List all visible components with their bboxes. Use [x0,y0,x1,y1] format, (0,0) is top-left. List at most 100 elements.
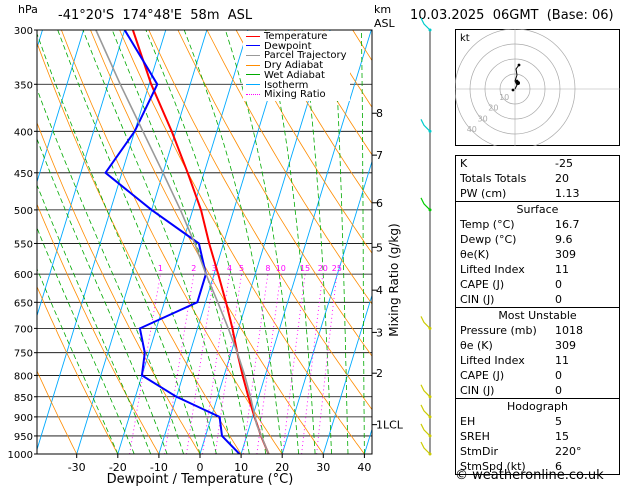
mixing-ratio-line [164,274,195,454]
legend-swatch [246,54,260,56]
most-unstable-section: Most Unstable Pressure (mb) 1018 θe (K) 309… [456,307,619,398]
legend-swatch [246,74,260,76]
index-label: PW (cm) [460,187,507,200]
wet-adiabat [301,30,332,454]
temperature-line [131,30,270,454]
index-label: K [460,157,468,170]
wind-barb [420,197,431,211]
index-row: θe(K) 309 [456,247,619,262]
index-row: SREH 15 [456,429,619,444]
index-label: SREH [460,430,490,443]
index-label: StmSpd (kt) [460,460,526,473]
km-tick-label: 7 [376,149,383,162]
wet-adiabat [183,30,283,454]
index-row: EH 5 [456,414,619,429]
mixing-ratio-line [256,274,282,454]
dry-adiabat [37,285,119,454]
x-tick-label: 40 [357,461,371,474]
index-row: Pressure (mb) 1018 [456,323,619,338]
index-label: CAPE (J) [460,369,505,382]
hodograph-unit: kt [460,33,470,44]
dry-adiabat [235,30,372,254]
index-row: Temp (°C) 16.7 [456,217,619,232]
index-value: 220° [555,445,582,458]
index-value: 11 [555,354,569,367]
index-value: 309 [555,248,576,261]
index-label: CIN (J) [460,293,495,306]
isotherm-line [37,30,167,451]
isotherm-line [37,30,84,184]
index-row: StmSpd (kt) 6 [456,459,619,474]
pressure-tick-label: 800 [14,371,33,382]
wet-adiabat [265,30,316,454]
mixing-ratio-label: 2 [191,264,196,273]
credit-text: © weatheronline.co.uk [455,468,604,483]
wet-adiabat [333,30,349,454]
wet-adiabat [37,87,184,454]
parcel-trajectory-line [95,30,270,454]
isotherm-line [117,30,249,454]
hodograph-ring-label: 20 [488,104,498,113]
mixing-ratio-label: 1 [158,264,163,273]
index-label: θe (K) [460,339,493,352]
mixing-ratio-line [282,274,306,454]
index-value: 5 [555,415,562,428]
km-tick-label: 8 [376,107,383,120]
km-tick-label: 6 [376,197,383,210]
x-tick-label: -10 [150,461,168,474]
section-title: Most Unstable [498,309,577,322]
km-tick-label: 5 [376,241,383,254]
legend-label: Isotherm [264,79,309,91]
index-row: CIN (J) 0 [456,292,619,307]
index-value: 6 [555,460,562,473]
pressure-tick-label: 850 [14,393,33,404]
wind-barb [420,17,431,31]
legend-item: Mixing Ratio [246,90,347,100]
isotherm-line [281,159,372,454]
index-label: Pressure (mb) [460,324,537,337]
section-title: Hodograph [507,400,568,413]
mixing-ratio-axis-title: Mixing Ratio (g/kg) [387,223,401,336]
wind-barb [420,441,431,455]
mixing-ratio-label: 20 [318,264,328,273]
index-row: StmDir 220° [456,444,619,459]
index-value: 1018 [555,324,583,337]
index-label: EH [460,415,476,428]
index-label: StmDir [460,445,499,458]
isotherm-line [322,293,372,454]
wind-marker [428,452,432,456]
index-value: 0 [555,293,562,306]
wind-marker [428,208,432,212]
x-axis-title: Dewpoint / Temperature (°C) [107,472,294,486]
dry-adiabat [37,370,78,454]
isotherm-line [0,30,1,454]
index-row: Lifted Index 11 [456,262,619,277]
isotherm-line [37,30,126,318]
index-row: CAPE (J) 0 [456,277,619,292]
mixing-ratio-label: 15 [300,264,310,273]
km-axis-label: km [374,3,392,16]
index-row: Lifted Index 11 [456,353,619,368]
x-tick-label: -20 [109,461,127,474]
pressure-tick-label: 900 [14,413,33,424]
wind-marker [428,415,432,419]
index-row: K -25 [456,156,619,171]
pressure-tick-label: 300 [14,26,33,37]
hodograph-point [515,79,519,83]
mixing-ratio-line [214,274,243,454]
hpa-axis-label: hPa [18,3,38,16]
legend-label: Wet Adiabat [264,69,325,81]
mixing-ratio-label: 25 [332,264,342,273]
wind-marker [428,395,432,399]
pressure-tick-label: 750 [14,349,33,360]
legend-item: Wet Adiabat [246,69,347,81]
legend: Temperature Dewpoint Parcel Trajectory Dry … [243,31,350,101]
km-tick-label: 3 [376,326,383,339]
dry-adiabat [264,30,372,205]
pressure-tick-label: 500 [14,206,33,217]
mixing-ratio-label: 3 [212,264,217,273]
mixing-ratio-label: 5 [239,264,244,273]
wet-adiabat [145,30,267,454]
wind-barb [420,404,431,418]
